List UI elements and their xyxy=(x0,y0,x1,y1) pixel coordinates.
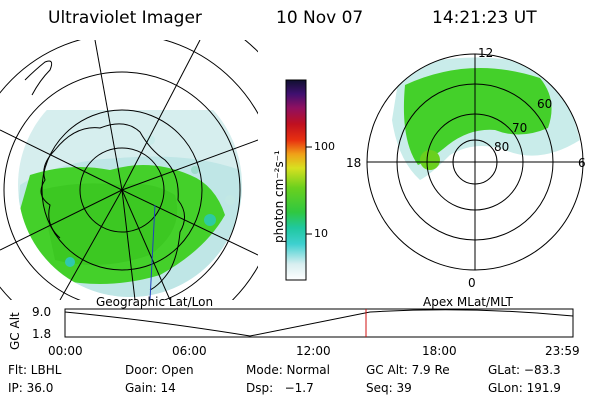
coastline xyxy=(40,123,185,291)
colorbar xyxy=(285,79,307,281)
alt-ylabel: GC Alt xyxy=(8,312,22,350)
altitude-plot xyxy=(64,308,574,338)
left-aurora-image xyxy=(18,110,242,297)
footer-gcalt: GC Alt: 7.9 Re xyxy=(366,363,450,377)
footer-door: Door: Open xyxy=(125,363,194,377)
footer-glon: GLon: 191.9 xyxy=(488,381,561,395)
colorbar-tick-10: 10 xyxy=(314,227,328,240)
alt-ytick-high: 9.0 xyxy=(32,305,52,319)
date-label: 10 Nov 07 xyxy=(276,8,364,28)
mlt-label-bottom: 0 xyxy=(468,276,476,290)
footer-gain: Gain: 14 xyxy=(125,381,176,395)
footer-seq: Seq: 39 xyxy=(366,381,412,395)
lat-circles xyxy=(0,40,258,300)
alt-xtick-0000: 00:00 xyxy=(48,344,83,358)
alt-ytick-low: 1.8 xyxy=(32,327,52,341)
mlt-label-top: 12 xyxy=(478,46,494,60)
lat-label-60: 60 xyxy=(537,97,553,111)
footer-ip: IP: 36.0 xyxy=(8,381,54,395)
alt-xtick-2359: 23:59 xyxy=(545,344,580,358)
alt-xtick-1800: 18:00 xyxy=(422,344,457,358)
footer-dsp: Dsp: −1.7 xyxy=(246,381,314,395)
colorbar-tick-100: 100 xyxy=(314,140,335,153)
time-label: 14:21:23 UT xyxy=(432,8,537,28)
lat-label-80: 80 xyxy=(494,140,510,154)
left-map-caption: Geographic Lat/Lon xyxy=(96,295,214,309)
mlt-label-right: 6 xyxy=(578,156,586,170)
meridians xyxy=(0,40,258,300)
mlt-label-left: 18 xyxy=(346,156,362,170)
footer-glat: GLat: −83.3 xyxy=(488,363,561,377)
magnetic-map xyxy=(366,53,584,271)
alt-xtick-1200: 12:00 xyxy=(296,344,331,358)
alt-xtick-0600: 06:00 xyxy=(172,344,207,358)
right-map-caption: Apex MLat/MLT xyxy=(423,295,513,309)
colorbar-ticks xyxy=(306,146,312,235)
colorbar-unit-label: photon cm⁻²s⁻¹ xyxy=(272,150,286,243)
footer-mode: Mode: Normal xyxy=(246,363,330,377)
footer-flt: Flt: LBHL xyxy=(8,363,62,377)
lat-label-70: 70 xyxy=(512,121,528,135)
instrument-title: Ultraviolet Imager xyxy=(48,8,202,28)
geographic-map xyxy=(0,40,258,300)
